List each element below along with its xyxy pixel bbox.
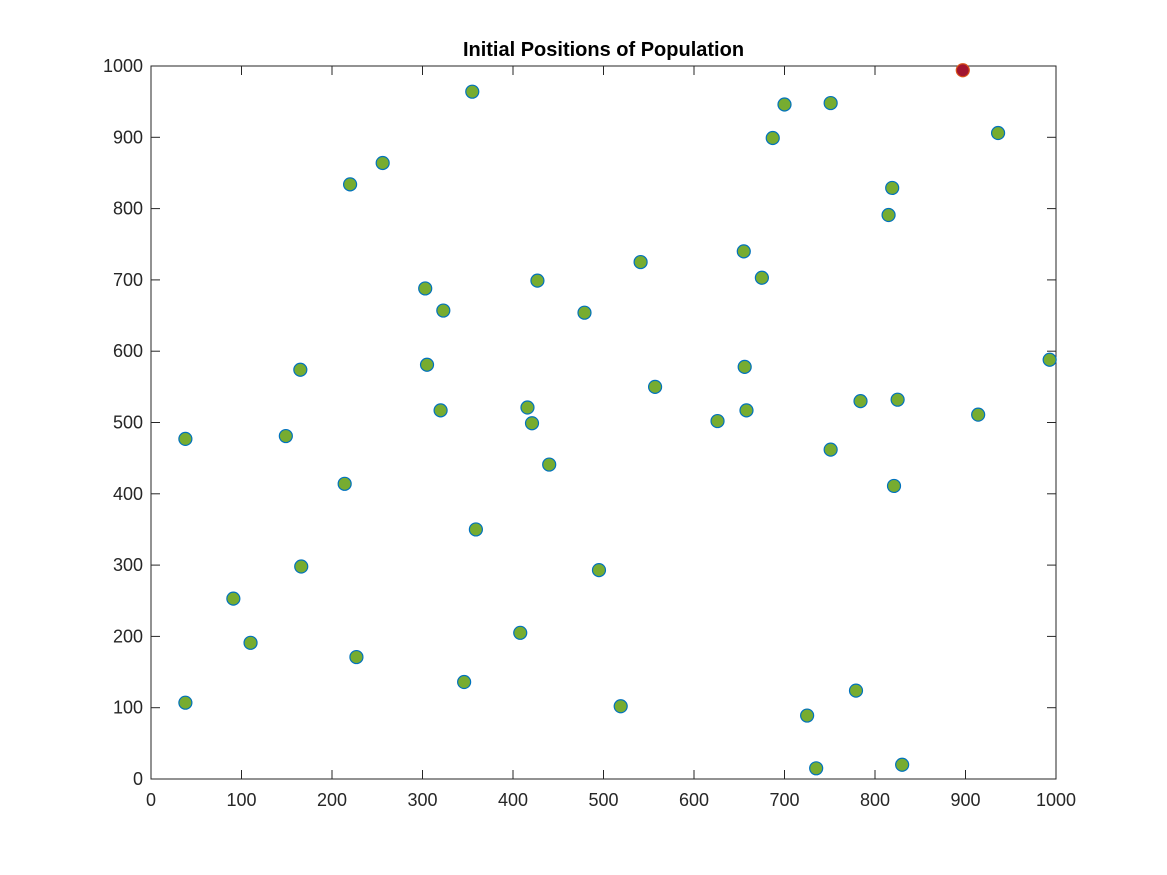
population-point [886, 478, 902, 494]
plot-box [150, 65, 1057, 780]
population-point [542, 457, 557, 472]
x-tick-label: 200 [317, 790, 347, 810]
population-point [520, 400, 535, 415]
x-tick-label: 1000 [1036, 790, 1076, 810]
x-tick-label: 500 [588, 790, 618, 810]
population-point [633, 254, 648, 270]
population-point [800, 708, 815, 723]
axes [150, 65, 1057, 780]
x-tick-label: 400 [498, 790, 528, 810]
y-tick-label: 300 [113, 555, 143, 575]
population-point [530, 273, 545, 288]
x-tick-label: 800 [860, 790, 890, 810]
population-point [823, 442, 838, 457]
population-point [591, 562, 607, 578]
data-points [178, 63, 1057, 776]
population-point [178, 431, 193, 446]
y-tick-label: 200 [113, 626, 143, 646]
population-point [647, 379, 663, 394]
population-point [739, 403, 754, 418]
x-tick-label: 700 [769, 790, 799, 810]
y-tick-label: 500 [113, 413, 143, 433]
population-point [457, 674, 472, 690]
population-point [178, 695, 193, 710]
population-point [243, 635, 258, 650]
population-point [465, 84, 480, 99]
population-point [881, 207, 896, 223]
population-point [226, 591, 241, 606]
y-tick-label: 100 [113, 698, 143, 718]
population-point [777, 97, 792, 112]
population-point [736, 244, 751, 259]
population-point [468, 522, 483, 537]
population-point [848, 683, 864, 698]
x-tick-label: 900 [950, 790, 980, 810]
population-point [710, 413, 725, 429]
population-point [809, 761, 824, 776]
population-point [885, 180, 900, 196]
population-point [1042, 352, 1057, 367]
population-point [294, 559, 309, 574]
y-tick-label: 600 [113, 341, 143, 361]
population-point [765, 130, 780, 146]
y-tick-label: 0 [133, 769, 143, 789]
x-tick-label: 100 [226, 790, 256, 810]
x-axis-ticks: 0 100 200 300 400 500 600 700 800 900 1000 [146, 66, 1076, 810]
highlighted-point [955, 63, 970, 78]
x-tick-label: 600 [679, 790, 709, 810]
population-point [990, 125, 1006, 141]
y-tick-label: 700 [113, 270, 143, 290]
population-point [524, 416, 540, 431]
population-point [375, 155, 390, 171]
population-point [737, 359, 752, 374]
y-tick-label: 400 [113, 484, 143, 504]
population-point [754, 270, 769, 285]
population-point [513, 625, 528, 640]
population-point [613, 699, 628, 714]
y-axis-ticks: 0 100 200 300 400 500 600 700 800 900 1000 [103, 56, 1056, 789]
population-point [433, 403, 448, 418]
population-point [436, 303, 451, 318]
y-tick-label: 900 [113, 127, 143, 147]
population-point [343, 177, 358, 192]
population-point [853, 394, 868, 409]
population-point [890, 392, 905, 407]
population-point [349, 649, 364, 665]
population-point [337, 476, 352, 491]
population-point [419, 357, 435, 372]
population-point [418, 281, 433, 296]
y-tick-label: 800 [113, 199, 143, 219]
population-point [823, 95, 838, 111]
chart-title: Initial Positions of Population [463, 39, 744, 61]
population-point [278, 428, 293, 444]
x-tick-label: 300 [407, 790, 437, 810]
population-point [971, 407, 986, 422]
population-point [577, 305, 592, 320]
population-point [895, 757, 910, 772]
x-tick-label: 0 [146, 790, 156, 810]
y-tick-label: 1000 [103, 56, 143, 76]
population-point [293, 362, 308, 377]
